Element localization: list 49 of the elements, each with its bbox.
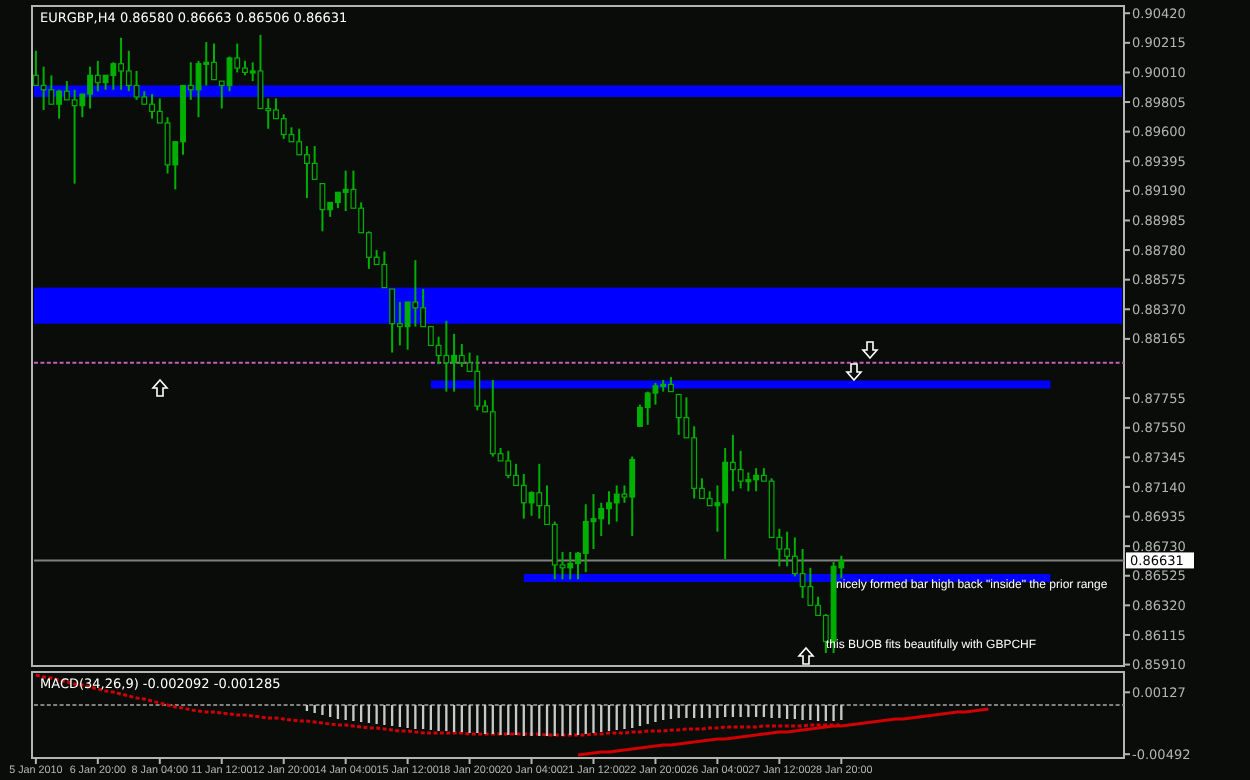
candlestick [784,530,791,568]
candlestick [520,472,527,520]
candlestick [32,49,39,87]
candlestick [590,493,597,551]
candlestick [319,182,326,233]
candlestick [342,169,349,213]
candlestick [211,42,217,81]
candlestick [536,462,543,520]
candlestick [737,449,744,490]
candlestick [389,288,396,354]
candlestick [652,381,659,406]
candlestick [63,80,70,101]
candlestick [458,342,465,369]
candlestick [675,393,682,436]
candlestick [644,390,651,426]
candlestick [87,65,94,110]
candlestick [48,74,55,106]
candlestick [149,93,155,120]
candlestick [94,59,101,93]
candlestick [280,113,287,140]
candlestick [753,467,760,493]
candlestick [125,49,132,93]
candlestick [528,490,535,517]
candlestick [598,501,605,538]
candlestick [311,145,318,181]
candlestick [722,446,729,561]
candlestick [745,471,752,493]
candlestick [451,332,458,393]
candlestick [412,259,419,328]
candlestick [71,88,78,185]
candlestick [56,88,63,120]
candlestick [505,449,512,480]
candlestick [40,65,47,111]
candlestick [257,33,264,110]
candlestick [110,61,117,91]
candlestick [489,379,496,458]
candlestick [613,484,620,523]
candlestick [606,490,612,526]
candlestick [443,319,450,393]
candlestick [381,250,388,289]
candlestick [567,550,574,581]
candlestick [304,145,310,200]
candlestick [118,36,124,91]
candlestick [296,127,303,156]
candlestick [474,354,481,412]
candlestick [799,548,806,600]
candlestick [164,116,171,175]
candlestick [629,455,636,538]
candlestick [133,69,140,101]
